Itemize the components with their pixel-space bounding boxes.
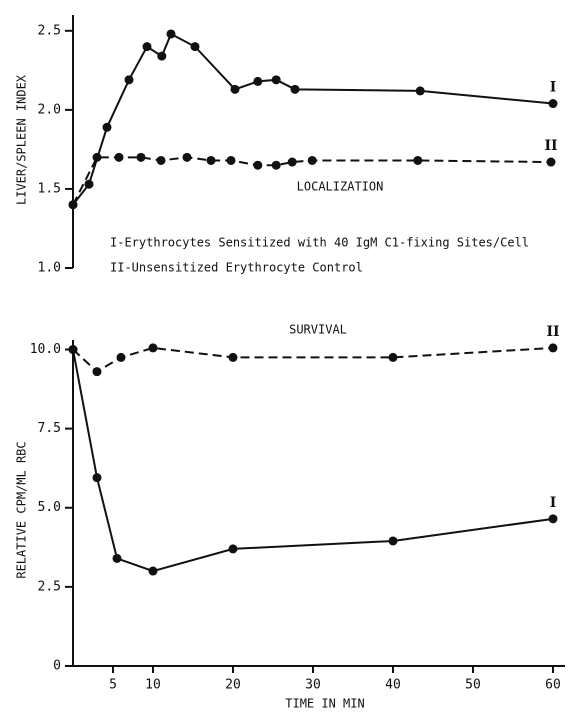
y-tick-label: 1.0 [38, 261, 61, 276]
data-point [182, 152, 192, 162]
data-point [148, 566, 158, 576]
y-tick-label: 1.5 [38, 181, 61, 196]
series-label: I [550, 495, 557, 511]
data-point [307, 155, 317, 165]
series-line [72, 349, 554, 573]
data-point [548, 99, 558, 109]
y-tick-label: 2.0 [38, 102, 61, 117]
data-point [116, 352, 126, 362]
data-point [253, 160, 263, 170]
x-tick-label: 20 [225, 678, 241, 693]
data-point [271, 75, 281, 85]
series-line [72, 346, 554, 373]
y-tick-label: 10.0 [30, 342, 61, 357]
data-point [102, 122, 112, 132]
y-axis-title: LIVER/SPLEEN INDEX [15, 74, 29, 205]
annotation: SURVIVAL [289, 323, 347, 337]
annotation: II-Unsensitized Erythrocyte Control [110, 261, 363, 275]
data-point [287, 157, 297, 167]
data-point [166, 29, 176, 39]
data-point [230, 84, 240, 94]
series-label: II [546, 324, 559, 340]
data-point [112, 553, 122, 563]
data-point [206, 155, 216, 165]
x-tick-label: 40 [385, 678, 401, 693]
series-label: I [550, 80, 557, 96]
data-point [546, 157, 556, 167]
data-point [228, 544, 238, 554]
data-point [92, 367, 102, 377]
data-point [92, 473, 102, 483]
data-point [271, 160, 281, 170]
data-point [190, 42, 200, 52]
y-tick-label: 2.5 [38, 23, 61, 38]
x-tick-label: 30 [305, 678, 321, 693]
data-point [388, 536, 398, 546]
data-point [228, 352, 238, 362]
series-label: II [544, 138, 557, 154]
data-point [413, 155, 423, 165]
data-point [68, 344, 78, 354]
data-point [548, 343, 558, 353]
data-point [142, 42, 152, 52]
y-axis-title: RELATIVE CPM/ML RBC [15, 441, 29, 578]
data-point [114, 152, 124, 162]
data-point [84, 179, 94, 189]
x-tick-label: 10 [145, 678, 161, 693]
data-point [290, 84, 300, 94]
x-tick-label: 50 [465, 678, 481, 693]
data-point [548, 514, 558, 524]
data-point [226, 155, 236, 165]
data-point [148, 343, 158, 353]
data-point [68, 200, 78, 210]
x-tick-label: 5 [109, 678, 117, 693]
y-tick-label: 7.5 [38, 421, 61, 436]
annotation: I-Erythrocytes Sensitized with 40 IgM C1… [110, 236, 529, 250]
y-tick-label: 0 [53, 659, 61, 674]
y-tick-label: 5.0 [38, 500, 61, 515]
data-point [388, 352, 398, 362]
data-point [124, 75, 134, 85]
data-point [136, 152, 146, 162]
data-point [415, 86, 425, 96]
y-tick-label: 2.5 [38, 579, 61, 594]
x-axis-title: TIME IN MIN [285, 697, 364, 711]
data-point [156, 155, 166, 165]
data-point [92, 152, 102, 162]
data-point [253, 76, 263, 86]
data-point [157, 51, 167, 61]
x-tick-label: 60 [545, 678, 561, 693]
annotation: LOCALIZATION [297, 180, 384, 194]
